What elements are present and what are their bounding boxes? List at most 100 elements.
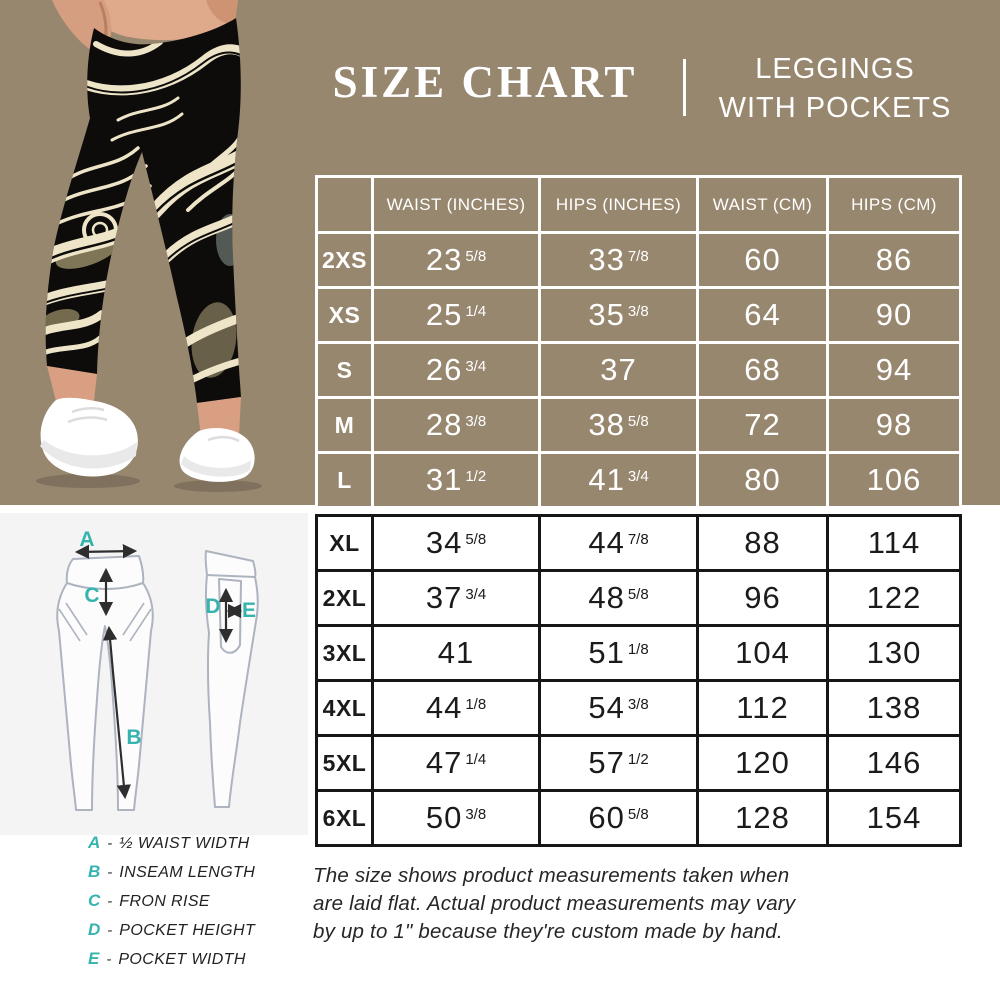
waist-cm-cell: 128 [696, 789, 829, 847]
diagram-label-d: D [205, 595, 220, 618]
table-row: 5XL 47 1/4 57 1/2 120 146 [315, 734, 962, 792]
hips-cm-cell: 86 [826, 231, 962, 289]
column-header: HIPS (CM) [826, 175, 962, 234]
waist-cm-cell: 104 [696, 624, 829, 682]
size-cell: 2XS [315, 231, 374, 289]
leggings-measurement-diagram: A B C D E [56, 528, 259, 811]
diagram-label-c: C [84, 584, 99, 607]
diagram-panel: A B C D E [0, 513, 308, 835]
waist-cm-cell: 64 [696, 286, 829, 344]
subtitle-line1: LEGGINGS [755, 53, 915, 85]
legend-item: E - POCKET WIDTH [88, 949, 246, 968]
legend-item: A-½ WAIST WIDTH [88, 833, 250, 852]
legend-item: D - POCKET HEIGHT [88, 920, 256, 939]
corner-cell [315, 175, 374, 234]
waist-inches-cell: 41 [371, 624, 541, 682]
model-photo [0, 0, 310, 505]
sneakers [36, 397, 262, 492]
side-view-outline [204, 550, 259, 808]
table-row: 2XS 23 5/8 33 7/8 60 86 [315, 231, 962, 289]
hips-inches-cell: 38 5/8 [538, 396, 699, 454]
waist-inches-cell: 37 3/4 [371, 569, 541, 627]
legend-item: C - FRON RISE [88, 891, 210, 910]
table-row: 6XL 50 3/8 60 5/8 128 154 [315, 789, 962, 847]
hips-inches-cell: 60 5/8 [538, 789, 699, 847]
product-subtitle: LEGGINGS WITH POCKETS [700, 50, 970, 128]
waist-inches-cell: 31 1/2 [371, 451, 541, 509]
size-cell: S [315, 341, 374, 399]
size-cell: 6XL [315, 789, 374, 847]
hips-inches-cell: 41 3/4 [538, 451, 699, 509]
hips-cm-cell: 114 [826, 514, 962, 572]
size-table-header-row: WAIST (INCHES) HIPS (INCHES) WAIST (CM) HIP… [315, 175, 962, 234]
waist-cm-cell: 80 [696, 451, 829, 509]
table-row: 4XL 44 1/8 54 3/8 112 138 [315, 679, 962, 737]
measurement-arrows [74, 544, 243, 800]
waist-inches-cell: 47 1/4 [371, 734, 541, 792]
column-header: WAIST (CM) [696, 175, 829, 234]
waist-cm-cell: 60 [696, 231, 829, 289]
hips-cm-cell: 154 [826, 789, 962, 847]
hips-inches-cell: 57 1/2 [538, 734, 699, 792]
waist-cm-cell: 72 [696, 396, 829, 454]
waist-cm-cell: 112 [696, 679, 829, 737]
disclaimer-line: The size shows product measurements take… [313, 864, 790, 887]
waist-cm-cell: 120 [696, 734, 829, 792]
waist-cm-cell: 96 [696, 569, 829, 627]
size-cell: XL [315, 514, 374, 572]
hips-cm-cell: 106 [826, 451, 962, 509]
size-table: WAIST (INCHES) HIPS (INCHES) WAIST (CM) HIP… [315, 175, 962, 847]
table-row: S 26 3/4 37 68 94 [315, 341, 962, 399]
size-table-body: 2XS 23 5/8 33 7/8 60 86 XS 25 1/4 35 3/8 64 90 S 26 3/4 3… [315, 231, 962, 847]
title-divider [683, 59, 686, 116]
size-cell: 2XL [315, 569, 374, 627]
disclaimer-line: are laid flat. Actual product measuremen… [313, 892, 796, 915]
table-row: XS 25 1/4 35 3/8 64 90 [315, 286, 962, 344]
hips-cm-cell: 146 [826, 734, 962, 792]
size-cell: M [315, 396, 374, 454]
column-header: WAIST (INCHES) [371, 175, 541, 234]
hips-inches-cell: 33 7/8 [538, 231, 699, 289]
hips-inches-cell: 51 1/8 [538, 624, 699, 682]
size-cell: XS [315, 286, 374, 344]
disclaimer-line: by up to 1" because they're custom made … [313, 920, 783, 943]
disclaimer-text: The size shows product measurements take… [313, 862, 973, 946]
hips-cm-cell: 90 [826, 286, 962, 344]
hips-cm-cell: 130 [826, 624, 962, 682]
hips-inches-cell: 48 5/8 [538, 569, 699, 627]
size-cell: 5XL [315, 734, 374, 792]
waist-inches-cell: 26 3/4 [371, 341, 541, 399]
hips-cm-cell: 122 [826, 569, 962, 627]
table-row: 3XL 41 51 1/8 104 130 [315, 624, 962, 682]
column-header: HIPS (INCHES) [538, 175, 699, 234]
waist-inches-cell: 28 3/8 [371, 396, 541, 454]
hips-cm-cell: 98 [826, 396, 962, 454]
hips-cm-cell: 138 [826, 679, 962, 737]
hips-inches-cell: 37 [538, 341, 699, 399]
hips-inches-cell: 35 3/8 [538, 286, 699, 344]
hips-cm-cell: 94 [826, 341, 962, 399]
size-cell: 4XL [315, 679, 374, 737]
size-cell: 3XL [315, 624, 374, 682]
diagram-label-b: B [126, 726, 141, 749]
measurement-legend: A-½ WAIST WIDTH B - INSEAM LENGTH C - FRON RIS… [88, 833, 255, 978]
diagram-label-a: A [79, 528, 94, 551]
size-cell: L [315, 451, 374, 509]
waist-inches-cell: 34 5/8 [371, 514, 541, 572]
subtitle-line2: WITH POCKETS [718, 92, 952, 124]
table-row: M 28 3/8 38 5/8 72 98 [315, 396, 962, 454]
diagram-label-e: E [242, 599, 256, 622]
hips-inches-cell: 44 7/8 [538, 514, 699, 572]
legend-item: B - INSEAM LENGTH [88, 862, 256, 881]
waist-cm-cell: 88 [696, 514, 829, 572]
table-row: XL 34 5/8 44 7/8 88 114 [315, 509, 962, 572]
page-title: SIZE CHART [332, 57, 638, 107]
waist-inches-cell: 44 1/8 [371, 679, 541, 737]
waist-inches-cell: 50 3/8 [371, 789, 541, 847]
table-row: 2XL 37 3/4 48 5/8 96 122 [315, 569, 962, 627]
waist-inches-cell: 25 1/4 [371, 286, 541, 344]
waist-inches-cell: 23 5/8 [371, 231, 541, 289]
hips-inches-cell: 54 3/8 [538, 679, 699, 737]
table-row: L 31 1/2 41 3/4 80 106 [315, 451, 962, 509]
waist-cm-cell: 68 [696, 341, 829, 399]
